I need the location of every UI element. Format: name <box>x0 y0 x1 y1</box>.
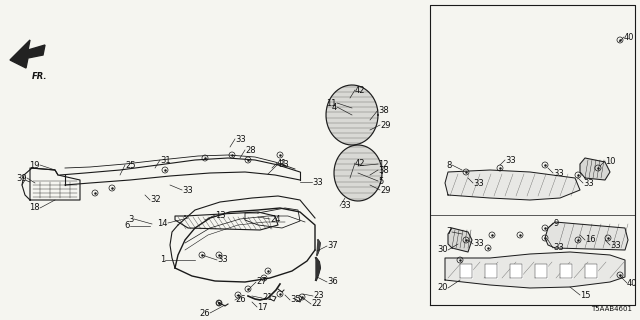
Bar <box>535 264 547 278</box>
Text: 36: 36 <box>327 277 338 286</box>
Bar <box>560 264 572 278</box>
Text: 33: 33 <box>553 169 564 178</box>
Text: 26: 26 <box>235 295 246 305</box>
Text: 23: 23 <box>313 292 324 300</box>
Text: 29: 29 <box>380 186 390 195</box>
Polygon shape <box>445 252 625 288</box>
Text: 38: 38 <box>378 106 388 115</box>
Text: 30: 30 <box>437 245 448 254</box>
Polygon shape <box>10 40 45 68</box>
Polygon shape <box>445 170 580 200</box>
Text: 17: 17 <box>257 302 268 311</box>
Text: 11: 11 <box>326 99 337 108</box>
Text: 8: 8 <box>447 161 452 170</box>
Text: 5: 5 <box>378 177 383 186</box>
Text: 33: 33 <box>505 156 516 164</box>
Text: 33: 33 <box>340 202 351 211</box>
Text: 38: 38 <box>378 165 388 174</box>
Text: 12: 12 <box>378 159 388 169</box>
Polygon shape <box>326 85 378 145</box>
Text: 22: 22 <box>311 300 321 308</box>
Text: 35: 35 <box>290 295 301 305</box>
Text: 24: 24 <box>270 214 280 223</box>
Text: 37: 37 <box>327 242 338 251</box>
Text: 42: 42 <box>355 85 365 94</box>
Bar <box>510 264 522 278</box>
Text: 7: 7 <box>447 228 452 236</box>
Text: 33: 33 <box>553 244 564 252</box>
Text: FR.: FR. <box>32 72 47 81</box>
Text: 18: 18 <box>29 204 40 212</box>
Text: 33: 33 <box>235 134 246 143</box>
Text: 33: 33 <box>473 239 484 249</box>
Polygon shape <box>317 240 320 255</box>
Text: 41: 41 <box>277 158 287 167</box>
Text: 19: 19 <box>29 161 40 170</box>
Text: 40: 40 <box>627 278 637 287</box>
Text: 1: 1 <box>160 255 165 265</box>
Text: 33: 33 <box>182 186 193 195</box>
Text: 15: 15 <box>580 291 591 300</box>
Text: 42: 42 <box>355 158 365 167</box>
Text: 28: 28 <box>245 146 255 155</box>
Text: 33: 33 <box>278 159 289 169</box>
Polygon shape <box>334 145 382 201</box>
Polygon shape <box>545 222 628 250</box>
Text: 16: 16 <box>585 236 596 244</box>
Text: 33: 33 <box>473 179 484 188</box>
Polygon shape <box>580 158 610 180</box>
Text: T5AAB4601: T5AAB4601 <box>591 306 632 312</box>
Text: 21: 21 <box>262 293 273 302</box>
Text: 13: 13 <box>215 211 226 220</box>
Text: 40: 40 <box>624 33 634 42</box>
Bar <box>460 264 472 278</box>
Text: 6: 6 <box>125 221 130 230</box>
Text: 10: 10 <box>605 156 616 165</box>
Polygon shape <box>448 228 472 252</box>
Text: 33: 33 <box>583 179 594 188</box>
Text: 32: 32 <box>150 196 161 204</box>
Text: 31: 31 <box>160 156 171 164</box>
Text: 33: 33 <box>610 241 621 250</box>
Text: 33: 33 <box>217 255 228 265</box>
Text: 9: 9 <box>553 219 558 228</box>
Text: 39: 39 <box>17 173 27 182</box>
Text: 14: 14 <box>157 219 168 228</box>
Text: 20: 20 <box>438 284 448 292</box>
Bar <box>585 264 597 278</box>
Text: 4: 4 <box>332 102 337 111</box>
Text: 26: 26 <box>200 308 210 317</box>
Bar <box>485 264 497 278</box>
Text: 3: 3 <box>129 214 134 223</box>
Text: 27: 27 <box>256 277 267 286</box>
Polygon shape <box>316 258 320 280</box>
Text: 33: 33 <box>312 178 323 187</box>
Text: 25: 25 <box>125 161 136 170</box>
Text: 29: 29 <box>380 121 390 130</box>
